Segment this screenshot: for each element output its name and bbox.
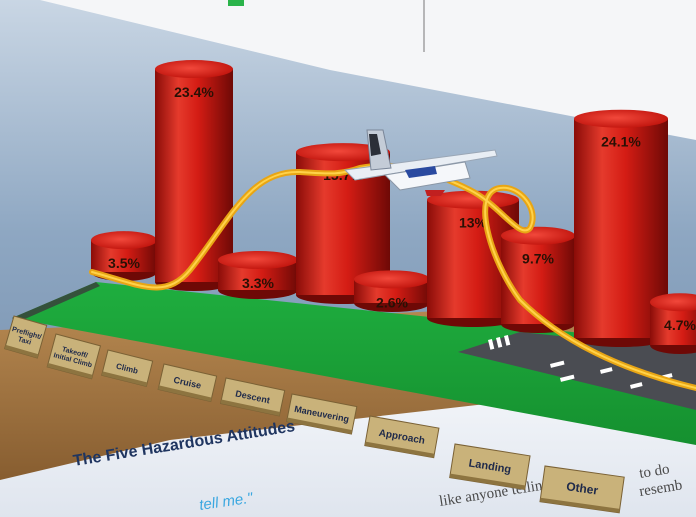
- bar-value-label: 3.3%: [242, 275, 274, 291]
- bar-value-label: 9.7%: [522, 251, 554, 267]
- bar-value-label: 23.4%: [174, 84, 214, 100]
- bar-value-label: 2.6%: [376, 294, 408, 310]
- bar: [155, 60, 233, 291]
- field-base: [12, 282, 696, 445]
- bar-value-label: 13%: [459, 215, 488, 231]
- category-tab: Climb: [101, 349, 154, 387]
- category-tab: Other: [539, 465, 625, 514]
- category-label: Other: [565, 479, 599, 497]
- category-tab: Preflight/Taxi: [4, 315, 48, 359]
- bar: [501, 226, 575, 333]
- book-line: to do: [638, 461, 671, 482]
- paper-sheet: [40, 0, 696, 140]
- category-tab: Descent: [220, 377, 286, 417]
- bar-value-label: 4.7%: [664, 317, 696, 333]
- bar: [218, 250, 298, 299]
- bar: [650, 293, 696, 354]
- airplane-icon: [343, 129, 498, 196]
- bar: [91, 231, 157, 281]
- category-tab: Maneuvering: [286, 393, 358, 435]
- category-tab: Landing: [449, 443, 531, 491]
- bar-value-label: 24.1%: [601, 134, 641, 150]
- category-tab: Takeoff/Initial Climb: [46, 333, 102, 380]
- bar: [354, 270, 430, 312]
- bar-value-label: 3.5%: [108, 255, 140, 271]
- book-line: resemb: [638, 477, 683, 500]
- category-tab: Approach: [364, 415, 440, 459]
- category-tab: Cruise: [157, 363, 218, 403]
- runway: [458, 332, 696, 410]
